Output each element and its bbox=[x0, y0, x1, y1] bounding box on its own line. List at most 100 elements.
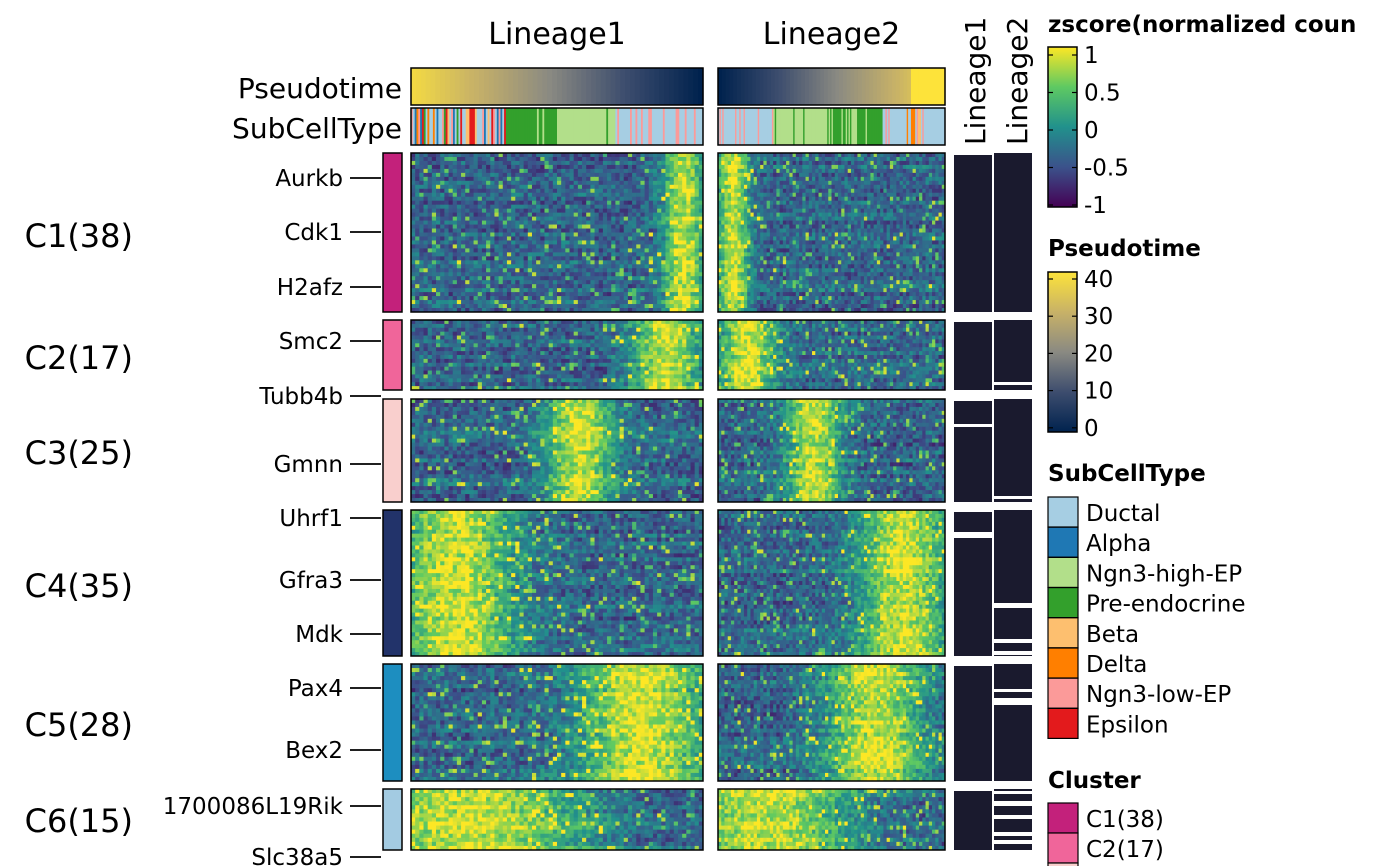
subcelltype-cell bbox=[896, 108, 899, 145]
heatmap-cell bbox=[427, 196, 433, 202]
heatmap-cell bbox=[786, 220, 790, 225]
heatmap-cell bbox=[590, 204, 595, 210]
heatmap-cell bbox=[766, 168, 771, 174]
heatmap-cell bbox=[652, 268, 658, 273]
heatmap-cell bbox=[886, 212, 891, 217]
heatmap-cell bbox=[602, 308, 608, 313]
heatmap-cell bbox=[753, 164, 758, 170]
heatmap-cell bbox=[544, 236, 550, 241]
heatmap-cell bbox=[419, 196, 424, 202]
heatmap-cell bbox=[786, 204, 790, 210]
heatmap-cell bbox=[531, 196, 537, 202]
heatmap-cell bbox=[519, 256, 525, 261]
heatmap-cell bbox=[837, 212, 842, 217]
heatmap-cell bbox=[786, 160, 790, 166]
heatmap-cell bbox=[640, 212, 645, 217]
heatmap-cell bbox=[886, 172, 891, 178]
heatmap-cell bbox=[857, 220, 862, 225]
heatmap-cell bbox=[727, 164, 732, 170]
heatmap-cell bbox=[648, 192, 654, 198]
heatmap-cell bbox=[893, 172, 897, 178]
heatmap-cell bbox=[648, 256, 654, 261]
heatmap-cell bbox=[841, 200, 845, 206]
subcelltype-cell bbox=[536, 108, 540, 145]
heatmap-cell bbox=[782, 228, 787, 233]
heatmap-cell bbox=[899, 216, 904, 221]
heatmap-cell bbox=[721, 156, 725, 162]
heatmap-cell bbox=[854, 228, 858, 233]
subcelltype-cell bbox=[845, 108, 848, 145]
heatmap-cell bbox=[805, 168, 810, 174]
heatmap-cell bbox=[657, 232, 662, 237]
heatmap-cell bbox=[527, 200, 533, 206]
heatmap-cell bbox=[805, 224, 810, 229]
heatmap-cell bbox=[727, 216, 732, 221]
heatmap-cell bbox=[423, 153, 429, 158]
heatmap-cell bbox=[743, 168, 748, 174]
heatmap-cell bbox=[523, 200, 529, 206]
heatmap-cell bbox=[644, 160, 650, 166]
subcelltype-cell bbox=[651, 108, 655, 145]
heatmap-cell bbox=[792, 228, 797, 233]
heatmap-cell bbox=[734, 184, 738, 190]
heatmap-cell bbox=[766, 176, 771, 182]
heatmap-cell bbox=[598, 232, 604, 237]
heatmap-cell bbox=[527, 156, 533, 162]
heatmap-cell bbox=[456, 168, 462, 174]
heatmap-cell bbox=[427, 180, 433, 186]
heatmap-cell bbox=[831, 204, 836, 210]
heatmap-cell bbox=[415, 216, 420, 221]
heatmap-cell bbox=[544, 224, 550, 229]
heatmap-cell bbox=[915, 172, 920, 178]
heatmap-cell bbox=[506, 192, 512, 198]
heatmap-cell bbox=[718, 184, 722, 190]
heatmap-cell bbox=[440, 212, 445, 217]
heatmap-cell bbox=[724, 153, 729, 158]
heatmap-cell bbox=[536, 272, 541, 277]
heatmap-cell bbox=[690, 164, 696, 170]
heatmap-cell bbox=[552, 252, 558, 257]
heatmap-cell bbox=[511, 232, 516, 237]
subcelltype-cell bbox=[515, 108, 518, 145]
heatmap-cell bbox=[769, 156, 774, 162]
heatmap-cell bbox=[698, 248, 704, 253]
heatmap-cell bbox=[486, 300, 491, 305]
heatmap-cell bbox=[527, 232, 533, 237]
heatmap-cell bbox=[557, 212, 562, 217]
heatmap-cell bbox=[627, 268, 633, 273]
heatmap-cell bbox=[727, 156, 732, 162]
heatmap-cell bbox=[636, 188, 641, 194]
heatmap-cell bbox=[565, 284, 570, 289]
heatmap-cell bbox=[669, 156, 675, 162]
heatmap-cell bbox=[815, 232, 819, 237]
heatmap-cell bbox=[411, 304, 416, 309]
heatmap-cell bbox=[808, 168, 813, 174]
heatmap-cell bbox=[682, 248, 687, 253]
heatmap-cell bbox=[677, 308, 683, 313]
subcelltype-cell bbox=[910, 108, 913, 145]
heatmap-cell bbox=[686, 208, 691, 214]
heatmap-cell bbox=[661, 200, 666, 206]
heatmap-cell bbox=[686, 220, 691, 225]
heatmap-cell bbox=[912, 164, 917, 170]
heatmap-cell bbox=[734, 156, 738, 162]
heatmap-cell bbox=[792, 188, 797, 194]
heatmap-cell bbox=[854, 236, 858, 241]
heatmap-cell bbox=[776, 224, 781, 229]
heatmap-cell bbox=[544, 168, 550, 174]
heatmap-cell bbox=[440, 236, 445, 241]
heatmap-cell bbox=[423, 272, 429, 277]
heatmap-cell bbox=[812, 236, 816, 241]
subcelltype-cell bbox=[493, 108, 496, 145]
heatmap-cell bbox=[461, 284, 466, 289]
heatmap-cell bbox=[782, 168, 787, 174]
heatmap-cell bbox=[602, 212, 608, 217]
heatmap-cell bbox=[582, 168, 587, 174]
heatmap-cell bbox=[698, 300, 704, 305]
heatmap-cell bbox=[527, 252, 533, 257]
heatmap-cell bbox=[876, 180, 881, 186]
heatmap-cell bbox=[815, 204, 819, 210]
heatmap-cell bbox=[565, 160, 570, 166]
heatmap-cell bbox=[776, 200, 781, 206]
heatmap-cell bbox=[531, 248, 537, 253]
